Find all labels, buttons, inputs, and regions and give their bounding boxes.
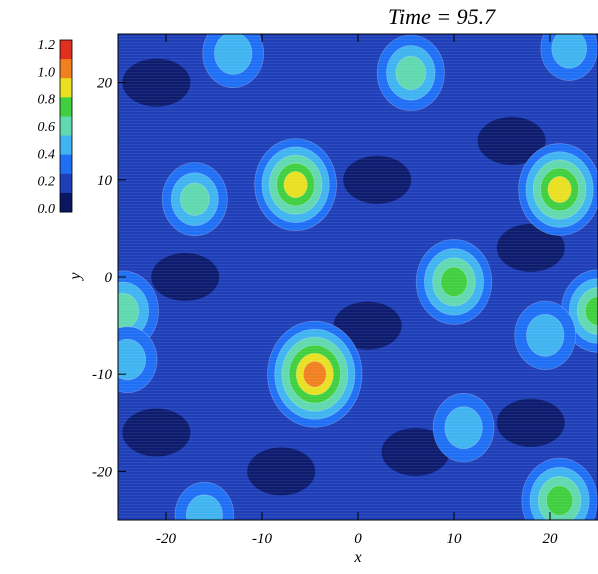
colorbar-tick-label: 0.6 (38, 120, 56, 135)
colorbar-segment (60, 173, 72, 194)
colorbar-tick-label: 0.4 (38, 147, 56, 162)
x-tick-label: -20 (156, 531, 176, 547)
colorbar-tick-label: 0.8 (38, 93, 56, 108)
colorbar-segment (60, 135, 72, 156)
colorbar-segment (60, 59, 72, 79)
y-axis: -20 -10 0 10 20 (92, 76, 126, 480)
x-tick-label: 0 (354, 531, 362, 547)
x-axis-label: x (353, 549, 361, 566)
colorbar-segment (60, 192, 72, 213)
colorbar-tick-label: 0.2 (38, 175, 56, 190)
colorbar: 0.0 0.2 0.4 0.6 0.8 1.0 1.2 (38, 38, 73, 217)
x-axis: -20 -10 0 10 20 (156, 34, 558, 547)
y-tick-label: -20 (92, 464, 112, 480)
y-tick-label: -10 (92, 367, 112, 383)
colorbar-segment (60, 154, 72, 175)
y-tick-label: 10 (97, 173, 113, 189)
x-tick-label: -10 (252, 531, 272, 547)
colorbar-segment (60, 116, 72, 137)
colorbar-tick-label: 0.0 (38, 202, 56, 217)
colorbar-segment (60, 78, 72, 98)
colorbar-tick-label: 1.0 (38, 65, 56, 80)
x-tick-label: 10 (447, 531, 463, 547)
x-tick-label: 20 (543, 531, 559, 547)
colorbar-tick-label: 1.2 (38, 38, 56, 53)
y-axis-label: y (67, 272, 84, 282)
y-tick-label: 20 (97, 76, 113, 92)
y-tick-label: 0 (105, 270, 113, 286)
colorbar-segment (60, 40, 72, 60)
chart-title: Time = 95.7 (388, 4, 496, 29)
colorbar-segment (60, 97, 72, 117)
